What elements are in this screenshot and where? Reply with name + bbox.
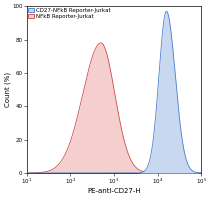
Y-axis label: Count (%): Count (%) [4, 72, 11, 107]
Legend: CD27-NFkB Reporter-Jurkat, NFkB Reporter-Jurkat: CD27-NFkB Reporter-Jurkat, NFkB Reporter… [28, 7, 111, 19]
X-axis label: PE-anti-CD27-H: PE-anti-CD27-H [87, 188, 141, 194]
